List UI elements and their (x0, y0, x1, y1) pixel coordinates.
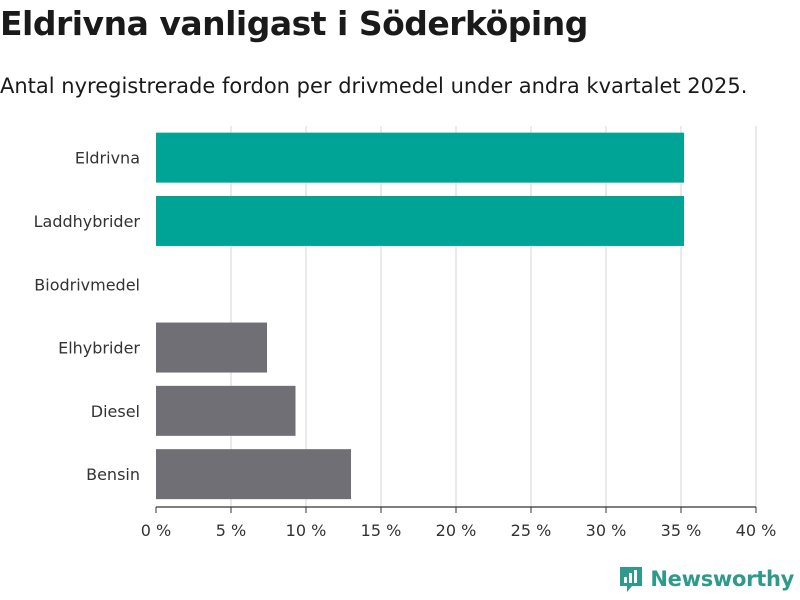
x-tick-label: 10 % (286, 521, 327, 540)
x-tick-label: 40 % (736, 521, 777, 540)
x-tick-label: 0 % (141, 521, 171, 540)
bar (156, 449, 351, 500)
bar (156, 195, 684, 246)
category-label: Eldrivna (75, 149, 140, 168)
newsworthy-logo-icon (620, 567, 643, 592)
category-label: Diesel (91, 402, 140, 421)
category-label: Laddhybrider (34, 212, 141, 231)
bar (156, 385, 296, 436)
category-label: Bensin (86, 465, 140, 484)
x-axis: 0 % 5 % 10 % 15 % 20 % 25 % 30 % 35 % 40 % (141, 506, 777, 540)
x-tick-label: 25 % (511, 521, 552, 540)
category-label: Elhybrider (58, 339, 140, 358)
x-tick-label: 5 % (216, 521, 246, 540)
gridlines (230, 126, 757, 507)
category-labels: Eldrivna Laddhybrider Biodrivmedel Elhybrid… (34, 149, 141, 485)
newsworthy-logo: Newsworthy (618, 564, 794, 594)
x-tick-label: 20 % (436, 521, 477, 540)
bars (156, 132, 684, 500)
bar (156, 322, 267, 373)
x-tick-label: 30 % (586, 521, 627, 540)
chart-subtitle: Antal nyregistrerade fordon per drivmede… (0, 74, 748, 98)
category-label: Biodrivmedel (34, 275, 140, 294)
x-tick-label: 35 % (661, 521, 702, 540)
chart-title: Eldrivna vanligast i Söderköping (0, 4, 588, 43)
x-tick-label: 15 % (361, 521, 402, 540)
logo-text: Newsworthy (650, 567, 794, 591)
bar (156, 132, 684, 183)
